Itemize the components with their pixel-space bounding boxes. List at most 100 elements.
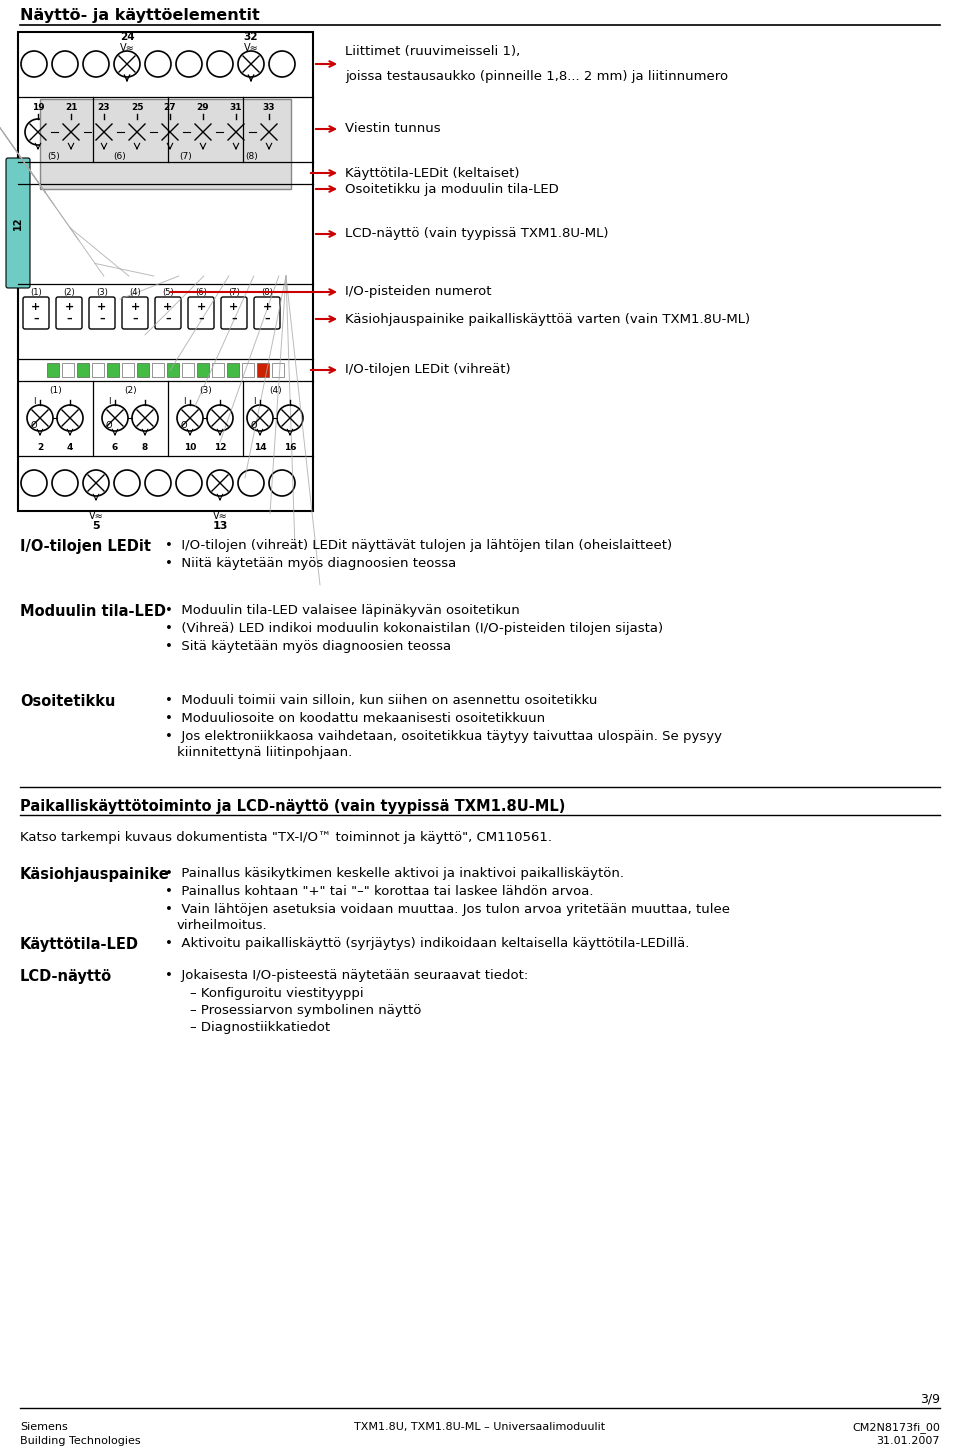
Bar xyxy=(92,363,104,376)
Text: •  Moduuli toimii vain silloin, kun siihen on asennettu osoitetikku: • Moduuli toimii vain silloin, kun siihe… xyxy=(165,695,597,708)
Text: 13: 13 xyxy=(212,522,228,530)
Text: (5): (5) xyxy=(162,288,174,296)
Bar xyxy=(137,363,149,376)
Text: V≈: V≈ xyxy=(120,44,134,52)
Bar xyxy=(187,166,203,180)
Text: O: O xyxy=(180,421,187,430)
Text: 3/9: 3/9 xyxy=(920,1393,940,1407)
Bar xyxy=(127,166,143,180)
Text: – Konfiguroitu viestityyppi: – Konfiguroitu viestityyppi xyxy=(190,987,364,1000)
Text: 27: 27 xyxy=(164,103,177,112)
Text: Paikalliskäyttötoiminto ja LCD-näyttö (vain tyypissä TXM1.8U-ML): Paikalliskäyttötoiminto ja LCD-näyttö (v… xyxy=(20,799,565,814)
Text: 5: 5 xyxy=(92,522,100,530)
Text: •  Vain lähtöjen asetuksia voidaan muuttaa. Jos tulon arvoa yritetään muuttaa, t: • Vain lähtöjen asetuksia voidaan muutta… xyxy=(165,902,730,915)
Text: 12: 12 xyxy=(13,216,23,230)
Text: Katso tarkempi kuvaus dokumentista "TX-I/O™ toiminnot ja käyttö", CM110561.: Katso tarkempi kuvaus dokumentista "TX-I… xyxy=(20,831,552,844)
Text: 6: 6 xyxy=(112,443,118,452)
Text: –: – xyxy=(34,314,38,324)
Bar xyxy=(152,363,164,376)
Text: I/O-pisteiden numerot: I/O-pisteiden numerot xyxy=(345,285,492,298)
Text: •  Moduuliosoite on koodattu mekaanisesti osoitetikkuun: • Moduuliosoite on koodattu mekaanisesti… xyxy=(165,712,545,725)
Text: I: I xyxy=(182,397,185,405)
Bar xyxy=(167,166,183,180)
Text: (4): (4) xyxy=(270,386,282,395)
Text: O: O xyxy=(106,421,112,430)
FancyBboxPatch shape xyxy=(89,296,115,328)
Text: 8: 8 xyxy=(142,443,148,452)
Bar xyxy=(122,363,134,376)
Text: –: – xyxy=(66,314,72,324)
Text: (1): (1) xyxy=(30,288,42,296)
Text: CM2N8173fi_00: CM2N8173fi_00 xyxy=(852,1422,940,1433)
Text: +: + xyxy=(64,302,74,312)
Text: virheilmoitus.: virheilmoitus. xyxy=(177,918,268,931)
Text: (7): (7) xyxy=(180,151,192,160)
Text: 14: 14 xyxy=(253,443,266,452)
Text: 33: 33 xyxy=(263,103,276,112)
Bar xyxy=(47,166,63,180)
Text: +: + xyxy=(262,302,272,312)
Text: 32: 32 xyxy=(244,32,258,42)
Text: •  Moduulin tila-LED valaisee läpinäkyvän osoitetikun: • Moduulin tila-LED valaisee läpinäkyvän… xyxy=(165,604,519,618)
Text: joissa testausaukko (pinneille 1,8... 2 mm) ja liitinnumero: joissa testausaukko (pinneille 1,8... 2 … xyxy=(345,70,728,83)
Text: •  Jos elektroniikkaosa vaihdetaan, osoitetikkua täytyy taivuttaa ulospäin. Se p: • Jos elektroniikkaosa vaihdetaan, osoit… xyxy=(165,729,722,742)
FancyBboxPatch shape xyxy=(254,296,280,328)
Text: Osoitetikku ja moduulin tila-LED: Osoitetikku ja moduulin tila-LED xyxy=(345,183,559,196)
FancyBboxPatch shape xyxy=(40,99,291,189)
Text: V≈: V≈ xyxy=(212,511,228,522)
Bar xyxy=(62,363,74,376)
Text: I: I xyxy=(252,397,255,405)
Bar xyxy=(267,166,283,180)
Text: LCD-näyttö: LCD-näyttö xyxy=(20,969,112,984)
Text: 19: 19 xyxy=(32,103,44,112)
Text: Osoitetikku: Osoitetikku xyxy=(20,695,115,709)
Text: •  (Vihreä) LED indikoi moduulin kokonaistilan (I/O-pisteiden tilojen sijasta): • (Vihreä) LED indikoi moduulin kokonais… xyxy=(165,622,663,635)
Text: O: O xyxy=(251,421,257,430)
Text: +: + xyxy=(32,302,40,312)
Text: TXM1.8U, TXM1.8U-ML – Universaalimoduulit: TXM1.8U, TXM1.8U-ML – Universaalimoduuli… xyxy=(354,1422,606,1433)
Text: I/O-tilojen LEDit (vihreät): I/O-tilojen LEDit (vihreät) xyxy=(345,363,511,376)
Text: •  Aktivoitu paikalliskäyttö (syrjäytys) indikoidaan keltaisella käyttötila-LEDi: • Aktivoitu paikalliskäyttö (syrjäytys) … xyxy=(165,937,689,950)
Bar xyxy=(77,363,89,376)
Text: –: – xyxy=(198,314,204,324)
Text: V≈: V≈ xyxy=(88,511,104,522)
Text: Liittimet (ruuvimeisseli 1),: Liittimet (ruuvimeisseli 1), xyxy=(345,45,520,58)
Bar xyxy=(227,166,243,180)
Text: – Prosessiarvon symbolinen näyttö: – Prosessiarvon symbolinen näyttö xyxy=(190,1004,421,1017)
FancyBboxPatch shape xyxy=(23,296,49,328)
Bar xyxy=(107,166,123,180)
Text: (4): (4) xyxy=(130,288,141,296)
Text: Building Technologies: Building Technologies xyxy=(20,1436,140,1446)
FancyBboxPatch shape xyxy=(6,158,30,288)
Text: •  Painallus kohtaan "+" tai "–" korottaa tai laskee lähdön arvoa.: • Painallus kohtaan "+" tai "–" korottaa… xyxy=(165,885,593,898)
Text: I: I xyxy=(108,397,110,405)
Bar xyxy=(207,166,223,180)
Bar xyxy=(147,166,163,180)
Text: –: – xyxy=(165,314,171,324)
Bar xyxy=(47,363,59,376)
Text: 25: 25 xyxy=(131,103,143,112)
Bar xyxy=(87,166,103,180)
Bar xyxy=(182,363,194,376)
Bar xyxy=(227,363,239,376)
Text: (6): (6) xyxy=(195,288,207,296)
FancyBboxPatch shape xyxy=(56,296,82,328)
Text: (5): (5) xyxy=(48,151,60,160)
Text: 16: 16 xyxy=(284,443,297,452)
Text: +: + xyxy=(197,302,205,312)
Text: (2): (2) xyxy=(63,288,75,296)
Text: kiinnitettynä liitinpohjaan.: kiinnitettynä liitinpohjaan. xyxy=(177,745,352,758)
Text: +: + xyxy=(163,302,173,312)
FancyBboxPatch shape xyxy=(221,296,247,328)
Bar xyxy=(18,32,313,511)
Text: •  Painallus käsikytkimen keskelle aktivoi ja inaktivoi paikalliskäytön.: • Painallus käsikytkimen keskelle aktivo… xyxy=(165,867,624,881)
Bar xyxy=(107,363,119,376)
Text: –: – xyxy=(99,314,105,324)
Text: O: O xyxy=(31,421,37,430)
Text: 23: 23 xyxy=(98,103,110,112)
Text: (3): (3) xyxy=(200,386,212,395)
Text: 10: 10 xyxy=(183,443,196,452)
Text: 21: 21 xyxy=(64,103,77,112)
Bar xyxy=(242,363,254,376)
Text: –: – xyxy=(231,314,237,324)
